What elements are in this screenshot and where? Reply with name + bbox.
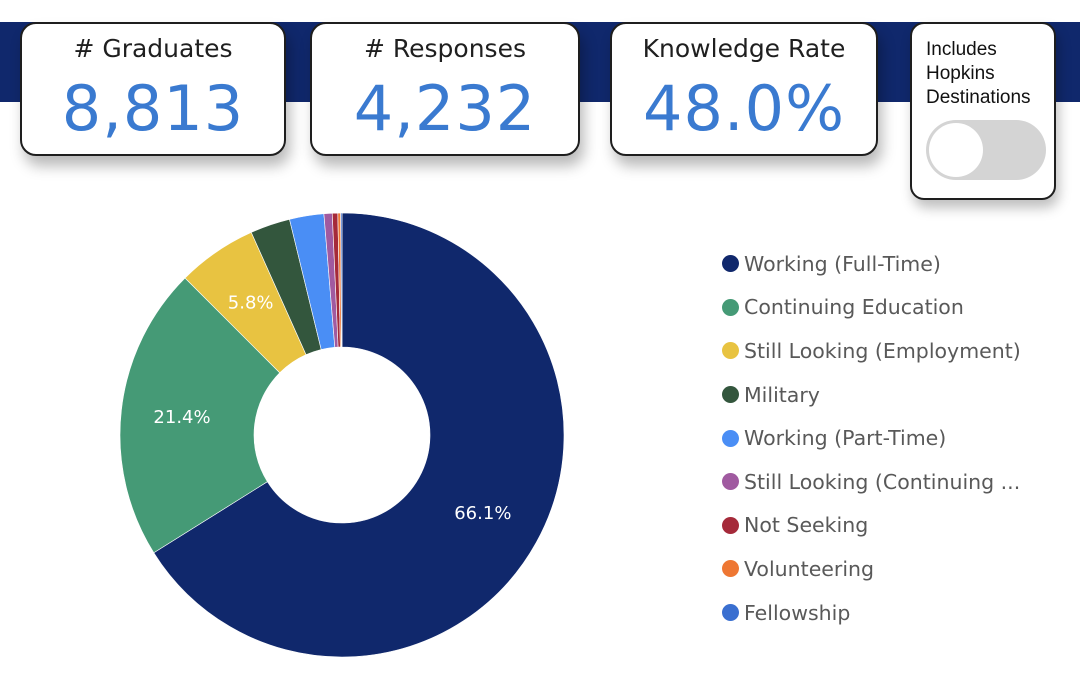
toggle-knob — [929, 123, 983, 177]
kpi-card-knowledge-rate: Knowledge Rate 48.0% — [610, 22, 878, 156]
legend-label: Working (Full-Time) — [744, 251, 941, 276]
legend-color-swatch — [722, 255, 739, 273]
legend-label: Still Looking (Employment) — [744, 338, 1021, 363]
toggle-label: Includes Hopkins Destinations — [926, 39, 1031, 108]
legend-color-swatch — [722, 604, 739, 622]
hopkins-toggle-card: Includes Hopkins Destinations — [910, 22, 1056, 200]
legend-label: Military — [744, 382, 820, 407]
legend-item[interactable]: Volunteering — [722, 547, 1062, 591]
legend-item[interactable]: Working (Full-Time) — [722, 242, 1062, 286]
legend-label: Volunteering — [744, 556, 875, 581]
kpi-value-responses: 4,232 — [353, 72, 537, 145]
legend-item[interactable]: Still Looking (Continuing ... — [722, 460, 1062, 504]
donut-chart: 66.1% 21.4% 5.8% — [119, 212, 565, 658]
legend-color-swatch — [722, 386, 739, 404]
legend-label: Fellowship — [744, 600, 851, 625]
legend-label: Working (Part-Time) — [744, 426, 947, 451]
legend-label: Still Looking (Continuing ... — [744, 469, 1021, 494]
kpi-card-graduates: # Graduates 8,813 — [20, 22, 286, 156]
kpi-card-responses: # Responses 4,232 — [310, 22, 580, 156]
chart-legend: Working (Full-Time) Continuing Education S… — [722, 242, 1062, 634]
legend-color-swatch — [722, 342, 739, 360]
legend-color-swatch — [722, 516, 739, 534]
slice-data-label-0: 66.1% — [454, 503, 511, 524]
legend-color-swatch — [722, 473, 739, 491]
slice-data-label-2: 5.8% — [228, 292, 274, 313]
donut-slice-1[interactable] — [119, 277, 281, 554]
slice-data-label-1: 21.4% — [153, 407, 210, 428]
hopkins-destinations-toggle[interactable] — [926, 120, 1046, 180]
legend-item[interactable]: Still Looking (Employment) — [722, 329, 1062, 373]
kpi-label-graduates: # Graduates — [73, 34, 233, 63]
legend-item[interactable]: Not Seeking — [722, 504, 1062, 548]
legend-color-swatch — [722, 298, 739, 316]
legend-label: Continuing Education — [744, 295, 964, 320]
legend-item[interactable]: Military — [722, 373, 1062, 417]
legend-color-swatch — [722, 560, 739, 578]
legend-color-swatch — [722, 429, 739, 447]
kpi-label-knowledge-rate: Knowledge Rate — [642, 34, 846, 63]
legend-item[interactable]: Working (Part-Time) — [722, 416, 1062, 460]
kpi-label-responses: # Responses — [364, 34, 526, 63]
legend-item[interactable]: Continuing Education — [722, 286, 1062, 330]
legend-label: Not Seeking — [744, 513, 869, 538]
donut-slice-0[interactable] — [153, 212, 565, 658]
kpi-value-knowledge-rate: 48.0% — [643, 72, 845, 145]
legend-item[interactable]: Fellowship — [722, 591, 1062, 635]
kpi-value-graduates: 8,813 — [61, 72, 245, 145]
donut-slice-8[interactable] — [340, 212, 343, 348]
